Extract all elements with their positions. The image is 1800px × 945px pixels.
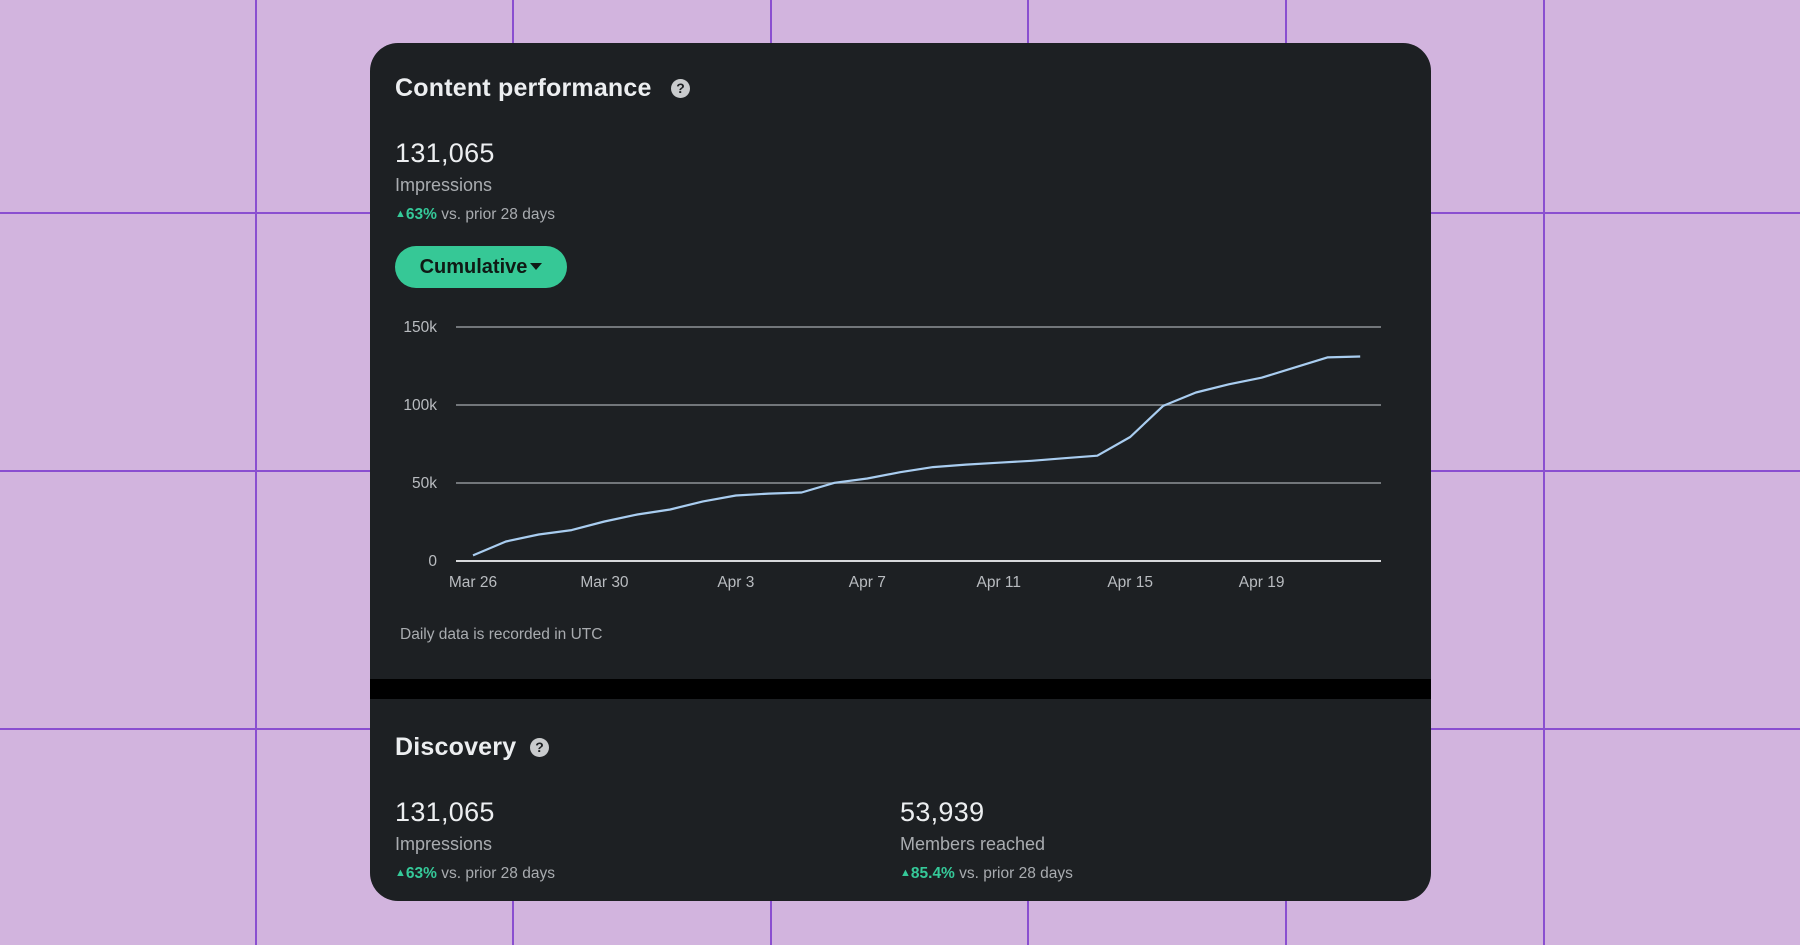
x-tick-label: Apr 7 — [849, 574, 886, 591]
x-tick-label: Apr 3 — [717, 574, 754, 591]
discovery-impressions-value: 131,065 — [395, 797, 495, 827]
discovery-title: Discovery — [395, 733, 517, 761]
triangle-up-icon: ▲ — [395, 208, 406, 220]
triangle-up-icon: ▲ — [395, 867, 406, 879]
section-divider — [370, 679, 1431, 699]
impressions-line-chart: 0 50k 100k 150k Mar 26 Mar 30 Apr 3 Apr 7 Apr 11… — [403, 319, 1381, 591]
members-reached-delta: ▲85.4% vs. prior 28 days — [900, 865, 1073, 883]
x-tick-label: Apr 11 — [976, 574, 1021, 591]
impressions-label: Impressions — [395, 175, 493, 195]
triangle-up-icon: ▲ — [900, 867, 911, 879]
delta-text: vs. prior 28 days — [441, 865, 555, 882]
caret-down-icon — [530, 263, 543, 270]
question-circle-icon[interactable]: ? — [530, 738, 549, 757]
content-performance-title: Content performance — [395, 74, 652, 102]
background-grid-line — [1543, 0, 1545, 945]
analytics-card: Content performance ? 131,065 Impression… — [370, 43, 1431, 901]
y-tick-label: 50k — [412, 475, 437, 492]
delta-text: vs. prior 28 days — [959, 865, 1073, 882]
delta-value: 63% — [405, 206, 437, 223]
question-circle-icon[interactable]: ? — [671, 79, 690, 98]
members-reached-label: Members reached — [900, 834, 1046, 854]
delta-text: vs. prior 28 days — [441, 206, 555, 223]
background-grid-line — [255, 0, 257, 945]
impressions-series-line — [472, 355, 1361, 557]
y-tick-label: 100k — [403, 397, 437, 414]
cumulative-label: Cumulative — [419, 256, 528, 278]
cumulative-dropdown-button[interactable]: Cumulative — [395, 246, 567, 288]
delta-value: 85.4% — [910, 865, 955, 882]
x-tick-label: Mar 26 — [449, 574, 497, 591]
y-tick-label: 150k — [403, 319, 437, 336]
impressions-value: 131,065 — [395, 138, 495, 168]
delta-value: 63% — [405, 865, 437, 882]
utc-footnote: Daily data is recorded in UTC — [400, 626, 603, 643]
impressions-delta: ▲63% vs. prior 28 days — [395, 206, 555, 224]
y-tick-label: 0 — [428, 553, 437, 570]
x-tick-label: Mar 30 — [580, 574, 629, 591]
members-reached-value: 53,939 — [900, 797, 985, 827]
discovery-impressions-delta: ▲63% vs. prior 28 days — [395, 865, 555, 883]
discovery-impressions-label: Impressions — [395, 834, 493, 854]
x-tick-label: Apr 15 — [1107, 574, 1153, 591]
x-tick-label: Apr 19 — [1239, 574, 1285, 591]
